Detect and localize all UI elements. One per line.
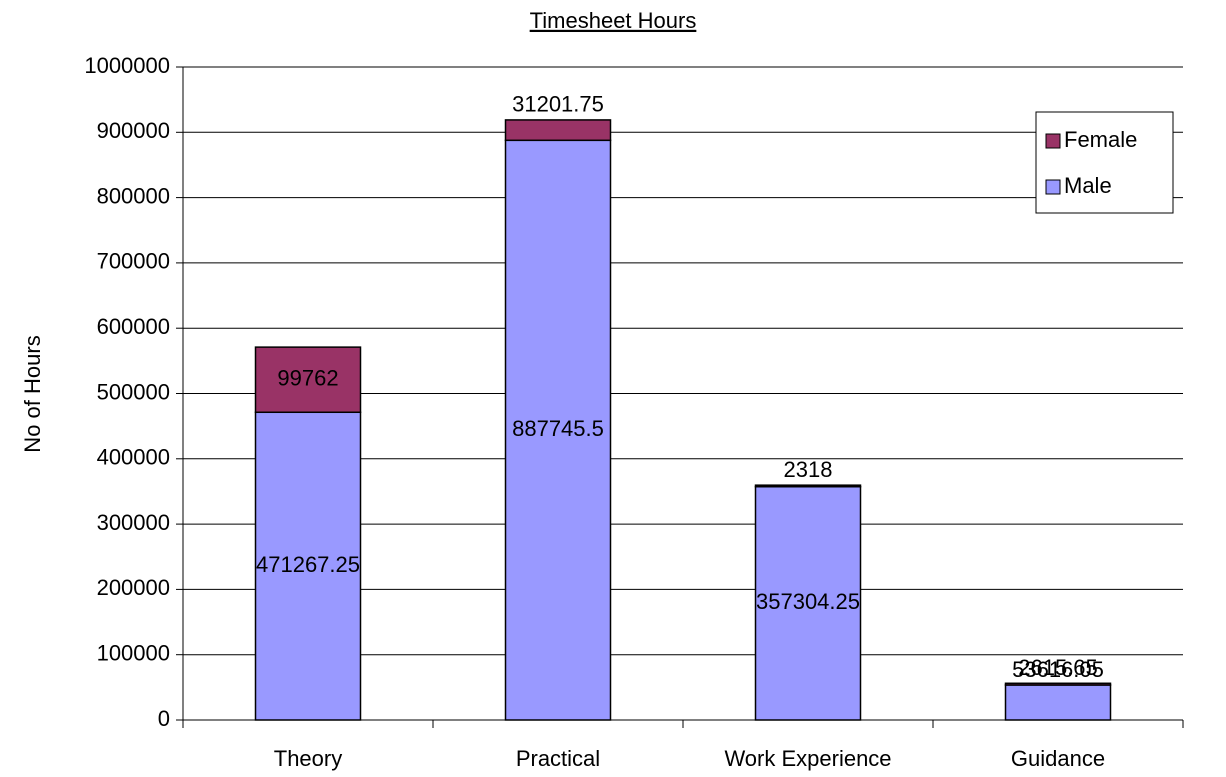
y-tick-label: 100000 bbox=[97, 641, 170, 666]
x-tick-label: Guidance bbox=[1011, 746, 1105, 771]
data-label: 53616.05 bbox=[1012, 657, 1104, 682]
data-label: 2318 bbox=[784, 457, 833, 482]
y-tick-label: 800000 bbox=[97, 183, 170, 208]
y-tick-label: 900000 bbox=[97, 118, 170, 143]
bar-segment bbox=[504, 139, 612, 721]
bar-segment bbox=[754, 485, 862, 721]
data-label: 2615.65 bbox=[1018, 655, 1098, 680]
data-label: 471267.25 bbox=[256, 552, 360, 577]
data-label: 887745.5 bbox=[512, 416, 604, 441]
bar-segment bbox=[1004, 684, 1112, 721]
bar-segment bbox=[504, 119, 612, 142]
x-tick-label: Work Experience bbox=[724, 746, 891, 771]
bar-segment bbox=[1004, 682, 1112, 686]
y-axis-label: No of Hours bbox=[20, 335, 45, 452]
legend-label: Male bbox=[1064, 173, 1112, 198]
data-label: 31201.75 bbox=[512, 92, 604, 117]
y-tick-label: 400000 bbox=[97, 445, 170, 470]
y-tick-label: 500000 bbox=[97, 379, 170, 404]
bar-segment bbox=[754, 484, 862, 488]
y-tick-label: 300000 bbox=[97, 510, 170, 535]
x-tick-label: Practical bbox=[516, 746, 600, 771]
y-tick-label: 200000 bbox=[97, 575, 170, 600]
y-tick-label: 600000 bbox=[97, 314, 170, 339]
data-label: 357304.25 bbox=[756, 589, 860, 614]
chart-title: Timesheet Hours bbox=[530, 8, 697, 33]
x-tick-label: Theory bbox=[274, 746, 342, 771]
y-tick-label: 700000 bbox=[97, 249, 170, 274]
bar-segment bbox=[254, 346, 362, 414]
y-tick-label: 0 bbox=[158, 706, 170, 731]
legend-label: Female bbox=[1064, 127, 1137, 152]
bar-segment bbox=[254, 411, 362, 721]
legend-box bbox=[1035, 111, 1174, 214]
data-label: 99762 bbox=[277, 366, 338, 391]
y-tick-label: 1000000 bbox=[84, 53, 170, 78]
legend-swatch bbox=[1045, 179, 1061, 195]
legend-swatch bbox=[1045, 133, 1061, 149]
